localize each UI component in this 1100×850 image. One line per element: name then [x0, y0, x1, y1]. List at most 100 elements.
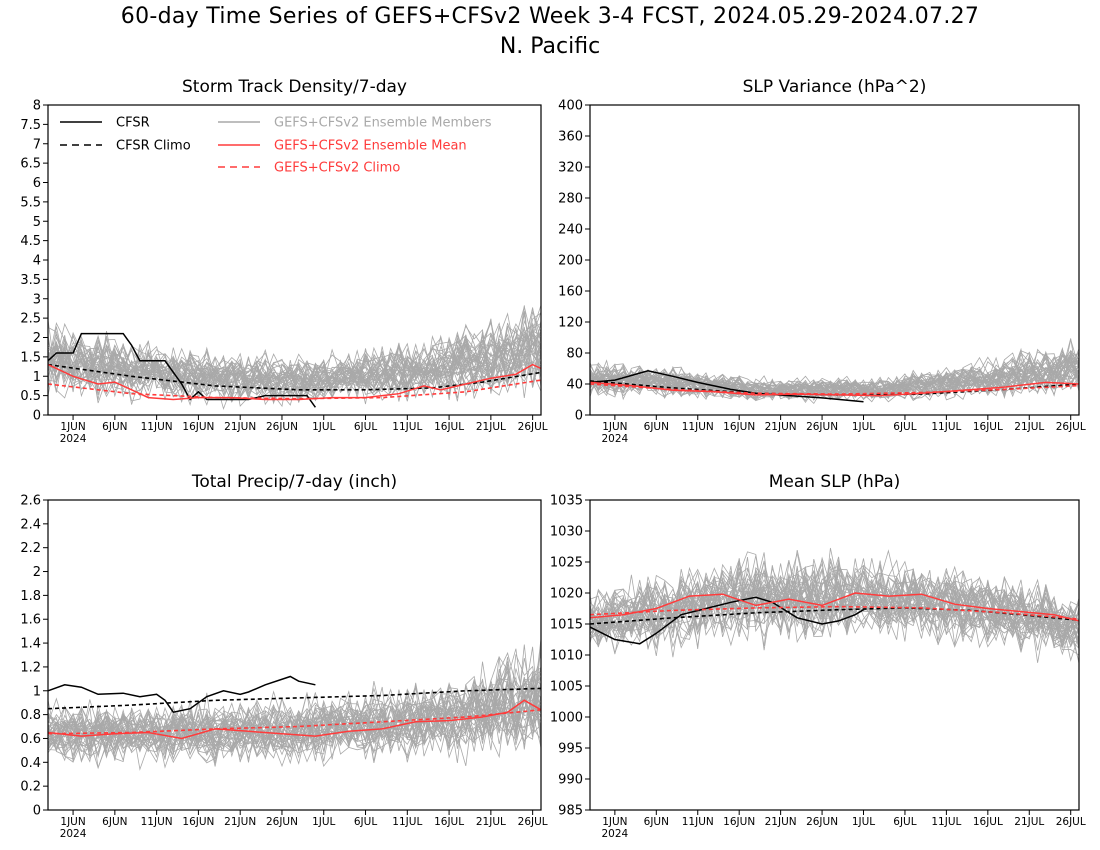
y-tick-label: 0: [33, 804, 41, 819]
panel-title: Total Precip/7-day (inch): [191, 472, 397, 492]
y-tick-label: 1.2: [20, 660, 41, 675]
x-tick-label: 1JUN: [60, 816, 85, 828]
y-tick-label: 1000: [550, 711, 583, 726]
y-tick-label: 8: [33, 99, 41, 114]
x-tick-label: 16JUN: [723, 421, 755, 433]
figure-subtitle: N. Pacific: [499, 34, 601, 59]
legend-label-members: GEFS+CFSv2 Ensemble Members: [274, 116, 492, 131]
x-tick-label: 11JUL: [931, 816, 961, 828]
x-tick-label: 1JUL: [852, 816, 875, 828]
x-year-label: 2024: [601, 828, 628, 840]
legend-label-cfsr: CFSR: [116, 116, 150, 131]
y-tick-label: 120: [558, 316, 583, 331]
x-tick-label: 1JUL: [312, 816, 335, 828]
ensemble-member-line: [589, 339, 1080, 400]
x-tick-label: 16JUL: [973, 421, 1003, 433]
y-tick-label: 0.4: [20, 756, 41, 771]
plot-frame: [589, 499, 1080, 811]
x-tick-label: 6JUN: [102, 421, 127, 433]
chart-panel-4: Mean SLP (hPa) 985 990 995 1000 1005 1010 1015 1…: [550, 472, 1086, 840]
legend-label-model-climo: GEFS+CFSv2 Climo: [274, 161, 400, 176]
y-tick-label: 1: [33, 370, 41, 385]
x-tick-label: 6JUL: [893, 421, 916, 433]
x-tick-label: 26JUL: [1056, 816, 1086, 828]
y-tick-label: 7.5: [20, 118, 41, 133]
x-tick-label: 21JUN: [765, 816, 797, 828]
x-tick-label: 21JUN: [224, 421, 256, 433]
y-tick-label: 1030: [550, 525, 583, 540]
y-tick-label: 4.5: [20, 234, 41, 249]
ensemble-member-line: [589, 356, 1080, 402]
y-tick-label: 320: [558, 161, 583, 176]
ensemble-member-line: [47, 330, 542, 396]
y-tick-label: 6: [33, 176, 41, 191]
y-tick-label: 1.4: [20, 637, 41, 652]
figure-title: 60-day Time Series of GEFS+CFSv2 Week 3-…: [120, 4, 980, 29]
x-tick-label: 21JUN: [224, 816, 256, 828]
x-tick-label: 26JUL: [1056, 421, 1086, 433]
y-tick-label: 200: [558, 254, 583, 269]
x-tick-label: 16JUL: [434, 816, 464, 828]
x-tick-label: 21JUL: [1014, 816, 1044, 828]
chart-panel-3: Total Precip/7-day (inch) 0 0.2 0.4 0.6 0.8 11…: [20, 472, 547, 840]
ensemble-members: [47, 304, 542, 410]
y-tick-label: 3: [33, 292, 41, 307]
y-tick-label: 1.8: [20, 589, 41, 604]
x-tick-label: 16JUL: [973, 816, 1003, 828]
y-tick-label: 1025: [550, 556, 583, 571]
y-tick-label: 2.5: [20, 312, 41, 327]
x-tick-label: 6JUN: [644, 816, 669, 828]
series-line-cfsr: [47, 675, 316, 714]
x-tick-label: 26JUN: [266, 816, 298, 828]
series-line-cfsr-climo: [47, 363, 542, 391]
x-tick-label: 6JUL: [354, 421, 377, 433]
legend-label-cfsr-climo: CFSR Climo: [116, 139, 191, 154]
x-tick-label: 1JUN: [602, 421, 627, 433]
x-tick-label: 11JUN: [141, 816, 173, 828]
series-line-gefs-cfsv2-ensemble-mean: [589, 592, 1080, 622]
y-tick-label: 2.6: [20, 494, 41, 509]
y-tick-label: 995: [558, 742, 583, 757]
y-tick-label: 5.5: [20, 195, 41, 210]
y-tick-label: 40: [566, 378, 583, 393]
y-tick-label: 0: [575, 409, 583, 424]
y-tick-label: 280: [558, 192, 583, 207]
y-tick-label: 6.5: [20, 157, 41, 172]
y-tick-label: 0.8: [20, 708, 41, 723]
series-line-cfsr: [47, 332, 317, 408]
x-tick-label: 21JUL: [476, 816, 506, 828]
y-tick-label: 0.2: [20, 780, 41, 795]
x-tick-label: 6JUL: [893, 816, 916, 828]
x-year-label: 2024: [601, 433, 628, 445]
ensemble-member-line: [589, 350, 1080, 404]
y-tick-label: 2: [33, 565, 41, 580]
ensemble-member-line: [47, 648, 542, 757]
y-tick-label: 985: [558, 804, 583, 819]
legend-label-mean: GEFS+CFSv2 Ensemble Mean: [274, 139, 467, 154]
y-tick-label: 1005: [550, 680, 583, 695]
x-tick-label: 16JUN: [182, 421, 214, 433]
x-year-label: 2024: [60, 433, 87, 445]
y-tick-label: 1.5: [20, 350, 41, 365]
y-tick-label: 0.6: [20, 732, 41, 747]
x-tick-label: 26JUL: [518, 816, 548, 828]
ensemble-member-line: [589, 353, 1080, 399]
ensemble-members: [47, 638, 542, 771]
ensemble-member-line: [47, 310, 542, 398]
x-tick-label: 1JUN: [60, 421, 85, 433]
x-tick-label: 21JUL: [476, 421, 506, 433]
ensemble-member-line: [589, 558, 1080, 643]
y-tick-label: 240: [558, 223, 583, 238]
y-tick-label: 1015: [550, 618, 583, 633]
series-line-gefs-cfsv2-climo: [47, 379, 542, 400]
y-tick-label: 7: [33, 137, 41, 152]
y-tick-label: 2.2: [20, 541, 41, 556]
x-tick-label: 26JUN: [266, 421, 298, 433]
x-tick-label: 6JUN: [644, 421, 669, 433]
y-tick-label: 1.6: [20, 613, 41, 628]
plot-frame: [47, 499, 542, 811]
ensemble-member-line: [589, 570, 1080, 647]
x-tick-label: 1JUL: [852, 421, 875, 433]
series-line-gefs-cfsv2-ensemble-mean: [47, 363, 542, 401]
x-tick-label: 16JUN: [182, 816, 214, 828]
